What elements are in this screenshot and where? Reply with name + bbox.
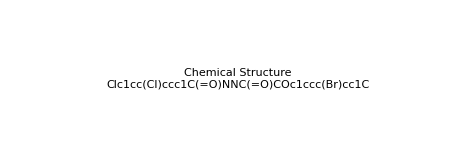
Text: Chemical Structure
Clc1cc(Cl)ccc1C(=O)NNC(=O)COc1ccc(Br)cc1C: Chemical Structure Clc1cc(Cl)ccc1C(=O)NN… (106, 68, 370, 90)
